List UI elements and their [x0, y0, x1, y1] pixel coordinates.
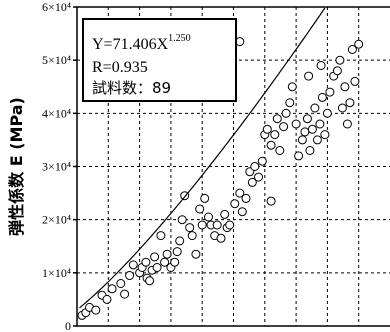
data-point: [230, 199, 240, 209]
data-point: [272, 114, 282, 124]
data-point: [172, 247, 182, 257]
sample-count-text: 試料数：89: [92, 79, 171, 97]
data-point: [317, 92, 327, 102]
data-point: [266, 140, 276, 150]
data-point: [291, 119, 301, 129]
equation-text: Y=71.406X1.250: [92, 33, 191, 53]
data-point: [304, 71, 314, 81]
data-point: [247, 177, 257, 187]
data-point: [275, 146, 285, 155]
data-point: [332, 66, 342, 76]
data-point: [279, 122, 289, 132]
data-point: [350, 76, 360, 86]
annotation-border: [82, 18, 237, 102]
data-point: [310, 103, 320, 113]
data-point: [325, 87, 335, 97]
data-point: [225, 220, 235, 230]
data-point: [200, 193, 210, 203]
data-point: [177, 215, 187, 225]
data-point: [197, 220, 207, 230]
data-point: [281, 108, 291, 118]
data-point: [191, 249, 201, 259]
data-point: [150, 252, 160, 262]
data-point: [235, 188, 245, 198]
data-point: [285, 98, 295, 108]
data-point: [237, 207, 247, 217]
data-point: [185, 223, 195, 233]
data-point: [128, 260, 138, 270]
y-tick-label: 5×10⁴: [42, 53, 71, 67]
data-point: [125, 271, 135, 280]
data-point: [141, 257, 151, 267]
data-point: [354, 39, 364, 49]
data-point: [297, 135, 307, 145]
data-point: [254, 172, 263, 182]
data-point: [294, 151, 304, 161]
data-point: [270, 130, 280, 140]
data-point: [156, 231, 166, 241]
annotation-box: Y=71.406X1.250 R=0.935 試料数：89: [82, 18, 237, 102]
y-axis-label: 弾性係数 E (MPa): [7, 97, 26, 236]
data-point: [162, 249, 172, 259]
data-point: [340, 82, 350, 92]
data-point: [266, 196, 276, 206]
data-point: [152, 263, 162, 272]
data-point: [300, 127, 310, 137]
data-point: [102, 294, 112, 304]
data-point: [187, 231, 197, 241]
data-point: [262, 124, 272, 134]
data-point: [216, 233, 226, 243]
y-tick-label: 6×10⁴: [42, 0, 71, 14]
data-point: [107, 284, 117, 294]
data-point: [91, 305, 101, 315]
data-point: [160, 257, 170, 267]
data-point: [145, 276, 155, 286]
data-point: [345, 98, 355, 108]
data-point: [204, 212, 213, 222]
data-point: [342, 119, 352, 129]
y-tick-label: 3×10⁴: [42, 160, 71, 174]
data-point: [257, 156, 267, 166]
data-point: [195, 204, 205, 214]
y-tick-label: 2×10⁴: [42, 213, 71, 227]
y-tick-label: 0: [65, 319, 71, 332]
data-point: [175, 236, 185, 246]
data-point: [212, 220, 222, 230]
data-point: [220, 209, 230, 219]
y-tick-label: 1×10⁴: [42, 266, 71, 280]
data-point: [320, 130, 330, 140]
y-tick-label: 4×10⁴: [42, 106, 71, 120]
data-point: [287, 82, 297, 92]
data-point: [302, 114, 312, 124]
data-point: [337, 103, 347, 113]
data-point: [322, 108, 332, 118]
data-point: [307, 124, 317, 134]
data-points: [77, 37, 364, 320]
data-point: [241, 193, 251, 203]
data-point: [316, 61, 326, 70]
data-point: [335, 55, 345, 65]
data-point: [312, 135, 322, 145]
data-point: [347, 45, 357, 54]
data-point: [315, 119, 325, 129]
y-axis-ticks: 0 1×10⁴ 2×10⁴ 3×10⁴ 4×10⁴ 5×10⁴ 6×10⁴: [42, 0, 77, 332]
data-point: [116, 279, 126, 288]
data-point: [120, 289, 130, 299]
data-point: [170, 257, 180, 267]
regression-curve: [79, 7, 326, 309]
data-point: [250, 162, 260, 171]
data-point: [305, 146, 315, 155]
correlation-text: R=0.935: [92, 59, 148, 76]
